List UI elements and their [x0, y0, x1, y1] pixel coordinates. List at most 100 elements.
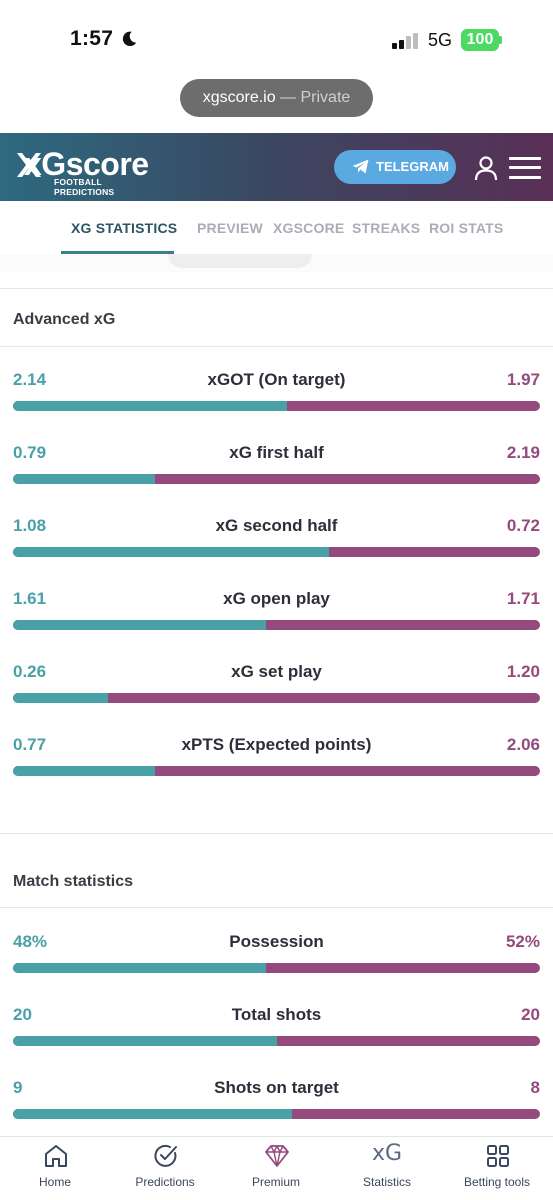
network-label: 5G [428, 30, 453, 50]
comparison-bar [13, 693, 540, 703]
divider [0, 288, 553, 289]
away-value: 8 [530, 1078, 540, 1097]
comparison-bar [13, 1109, 540, 1119]
stat-label: xG first half [229, 443, 324, 462]
away-value: 52% [505, 932, 540, 951]
section-title-match-statistics: Match statistics [13, 873, 134, 890]
status-time: 1:57 [70, 27, 114, 50]
divider [0, 833, 553, 834]
xg-icon: xG [371, 1141, 403, 1166]
content-area [0, 272, 553, 1140]
home-share-fill [13, 693, 108, 703]
comparison-bar [13, 401, 540, 411]
home-icon [45, 1145, 67, 1167]
home-value: 48% [13, 932, 48, 951]
nav-home-label: Home [38, 1175, 71, 1189]
home-value: 0.77 [13, 735, 47, 754]
stat-row: 20 Total shots 20 [0, 1005, 553, 1065]
stat-row: 1.08 xG second half 0.72 [0, 516, 553, 576]
stat-label: Total shots [231, 1005, 322, 1024]
stat-row: 48% Possession 52% [0, 932, 553, 992]
url-pill[interactable]: xgscore.io — Private [180, 79, 373, 117]
comparison-bar [13, 963, 540, 973]
nav-predictions-label: Predictions [135, 1175, 195, 1189]
nav-predictions[interactable]: Predictions [110, 1137, 220, 1200]
comparison-bar [13, 1036, 540, 1046]
telegram-button[interactable]: TELEGRAM [334, 150, 456, 184]
battery-indicator: 100 [461, 29, 499, 51]
url-domain: xgscore.io [202, 89, 276, 106]
home-share-fill [13, 1109, 293, 1119]
stat-label: xGOT (On target) [207, 370, 346, 389]
home-share-fill [13, 766, 156, 776]
comparison-bar [13, 766, 540, 776]
grid-icon [487, 1145, 509, 1167]
home-share-fill [13, 963, 266, 973]
site-header [0, 133, 553, 201]
comparison-bar [13, 474, 540, 484]
comparison-bar [13, 620, 540, 630]
tab-bar [0, 201, 553, 255]
tab-streaks[interactable]: STREAKS [352, 220, 421, 236]
away-value: 2.19 [506, 443, 540, 462]
home-share-fill [13, 1036, 277, 1046]
hamburger-menu-icon[interactable] [509, 155, 541, 181]
comparison-bar [13, 547, 540, 557]
logo-subtitle: FOOTBALL PREDICTIONS [54, 177, 115, 197]
home-value: 9 [13, 1078, 23, 1097]
stat-row: 0.79 xG first half 2.19 [0, 443, 553, 503]
home-share-fill [13, 401, 288, 411]
nav-home[interactable]: Home [0, 1137, 110, 1200]
signal-icon [392, 33, 418, 49]
nav-statistics[interactable]: xG Statistics [332, 1137, 442, 1200]
home-share-fill [13, 547, 330, 557]
home-value: 1.08 [13, 516, 47, 535]
stat-label: xG set play [231, 662, 322, 681]
nav-premium-label: Premium [251, 1175, 300, 1189]
logo-text: xGscore [24, 146, 149, 182]
home-share-fill [13, 474, 156, 484]
site-logo[interactable]: xGscore FOOTBALL PREDICTIONS [14, 146, 154, 197]
away-value: 20 [521, 1005, 540, 1024]
home-value: 0.79 [13, 443, 47, 462]
stat-row: 0.26 xG set play 1.20 [0, 662, 553, 722]
nav-betting-tools-label: Betting tools [463, 1175, 531, 1189]
nav-betting-tools[interactable]: Betting tools [442, 1137, 552, 1200]
nav-premium[interactable]: Premium [221, 1137, 331, 1200]
home-value: 1.61 [13, 589, 47, 608]
tab-preview[interactable]: PREVIEW [197, 220, 263, 236]
home-value: 0.26 [13, 662, 47, 681]
stat-label: Possession [229, 932, 324, 951]
bottom-nav: Home Predictions Premium xG Statistics B… [0, 1136, 553, 1200]
tab-roi-stats[interactable]: ROI STATS [429, 220, 504, 236]
stat-label: Shots on target [214, 1078, 339, 1097]
divider [0, 346, 553, 347]
tab-xg-statistics[interactable]: XG STATISTICS [71, 220, 178, 236]
away-value: 2.06 [506, 735, 540, 754]
user-icon[interactable] [474, 155, 498, 181]
stat-row: 9 Shots on target 8 [0, 1078, 553, 1138]
moon-icon [122, 31, 137, 47]
active-tab-indicator [61, 251, 174, 254]
away-value: 1.71 [506, 589, 540, 608]
check-circle-icon [154, 1144, 177, 1167]
home-value: 2.14 [13, 370, 47, 389]
stat-row: 0.77 xPTS (Expected points) 2.06 [0, 735, 553, 795]
logo-x-icon [17, 153, 41, 177]
decorative-arc [168, 254, 312, 268]
stat-label: xPTS (Expected points) [181, 735, 372, 754]
stat-row: 2.14 xGOT (On target) 1.97 [0, 370, 553, 430]
home-value: 20 [13, 1005, 32, 1024]
telegram-icon [352, 159, 369, 174]
away-value: 0.72 [506, 516, 540, 535]
home-share-fill [13, 620, 266, 630]
diamond-icon [265, 1145, 289, 1167]
tab-xgscore[interactable]: XGSCORE [273, 220, 345, 236]
nav-statistics-label: Statistics [362, 1175, 411, 1189]
stat-label: xG second half [215, 516, 338, 535]
status-bar: 1:57 5G 100 [0, 0, 553, 80]
stat-label: xG open play [223, 589, 330, 608]
section-title-advanced-xg: Advanced xG [13, 311, 116, 328]
stat-row: 1.61 xG open play 1.71 [0, 589, 553, 649]
private-mode-label: — Private [275, 89, 351, 106]
